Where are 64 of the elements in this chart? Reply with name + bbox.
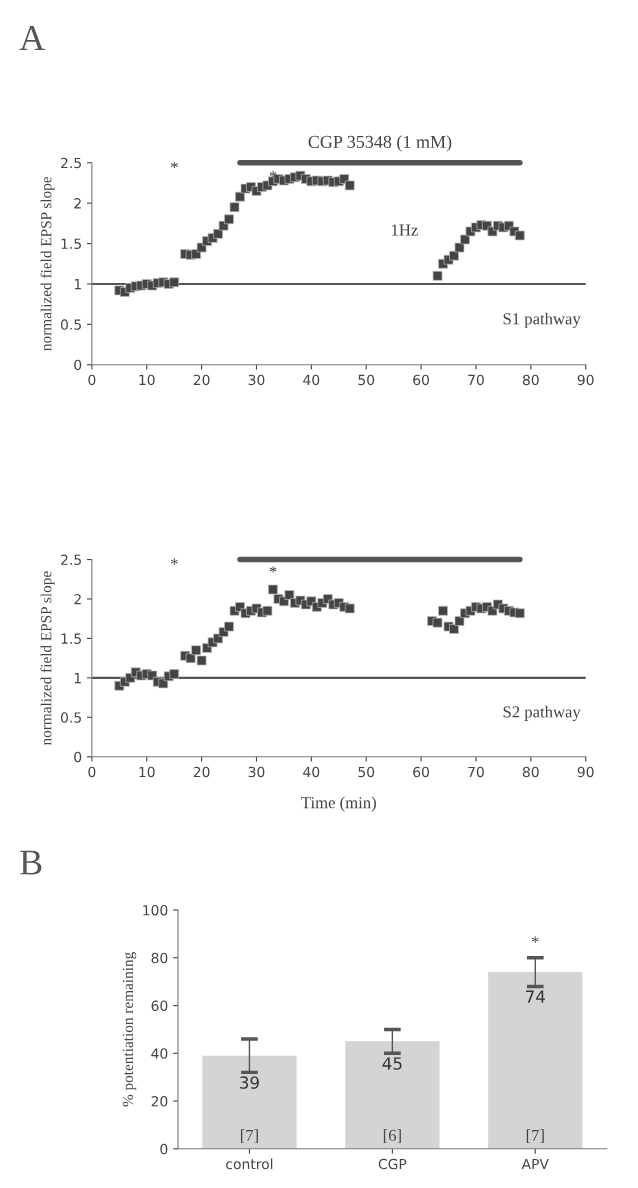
y-tick-label: 2 bbox=[74, 593, 81, 605]
annotation: [6] bbox=[383, 1129, 401, 1144]
chart-title: A bbox=[19, 26, 45, 50]
x-tick-label: 10 bbox=[139, 374, 155, 386]
y-tick-label: 0.5 bbox=[60, 712, 81, 723]
annotation: S2 pathway bbox=[503, 705, 581, 721]
y-axis-title: normalized field EPSP slope bbox=[40, 571, 55, 746]
x-tick-label: 80 bbox=[522, 766, 539, 778]
annotation: S1 pathway bbox=[503, 312, 581, 328]
chart-title: B bbox=[20, 850, 42, 875]
annotation: [7] bbox=[526, 1129, 544, 1144]
x-tick-label: 80 bbox=[522, 374, 539, 386]
x-tick-label: 90 bbox=[577, 374, 594, 386]
annotation: * bbox=[170, 161, 178, 169]
x-tick-label: 50 bbox=[358, 374, 375, 386]
y-tick-label: 0.5 bbox=[60, 319, 81, 330]
y-tick-label: 80 bbox=[151, 952, 168, 964]
bar bbox=[488, 972, 583, 1149]
x-tick-label: 30 bbox=[248, 374, 265, 386]
y-tick-label: 1 bbox=[74, 279, 81, 290]
x-tick-label: 40 bbox=[303, 374, 320, 386]
y-tick-label: 0 bbox=[160, 1143, 168, 1155]
y-tick-label: 40 bbox=[151, 1048, 168, 1059]
x-tick-label: 70 bbox=[468, 374, 484, 386]
data-label: 45 bbox=[382, 1057, 402, 1070]
x-tick-label: 10 bbox=[139, 766, 155, 778]
x-tick-label: 20 bbox=[193, 766, 210, 778]
y-tick-label: 0 bbox=[74, 751, 82, 763]
x-tick-label: 0 bbox=[88, 766, 96, 778]
y-axis-title: % potentiation remaining bbox=[122, 952, 137, 1107]
x-tick-label: 90 bbox=[577, 766, 594, 778]
y-tick-label: 2.5 bbox=[61, 554, 81, 566]
y-tick-label: 100 bbox=[143, 904, 168, 916]
x-tick-label: 40 bbox=[303, 766, 320, 778]
x-tick-label: CGP bbox=[378, 1158, 407, 1170]
annotation: [7] bbox=[240, 1129, 258, 1144]
y-tick-label: 20 bbox=[151, 1096, 168, 1107]
annotation: * bbox=[269, 566, 277, 573]
x-tick-label: 20 bbox=[193, 374, 210, 386]
x-tick-label: 70 bbox=[468, 766, 484, 778]
y-tick-label: 1.5 bbox=[61, 633, 81, 644]
annotation: CGP 35348 (1 mM) bbox=[308, 135, 452, 152]
y-tick-label: 60 bbox=[151, 1000, 168, 1011]
data-label: 39 bbox=[240, 1076, 259, 1089]
x-tick-label: APV bbox=[521, 1158, 549, 1170]
x-tick-label: 60 bbox=[413, 766, 429, 778]
x-tick-label: 0 bbox=[88, 374, 96, 386]
y-tick-label: 1.5 bbox=[61, 238, 81, 250]
x-axis-title: Time (min) bbox=[301, 796, 376, 812]
annotation: * bbox=[531, 936, 539, 943]
x-tick-label: 60 bbox=[413, 374, 429, 386]
annotation: * bbox=[170, 558, 178, 565]
y-tick-label: 2 bbox=[74, 198, 81, 209]
y-axis-title: normalized field EPSP slope bbox=[40, 176, 55, 351]
x-tick-label: 50 bbox=[358, 766, 375, 778]
x-tick-label: control bbox=[226, 1158, 273, 1170]
y-tick-label: 2.5 bbox=[61, 157, 81, 169]
annotation: 1Hz bbox=[392, 224, 418, 236]
x-tick-label: 30 bbox=[248, 766, 265, 778]
data-label: 74 bbox=[526, 990, 545, 1003]
bar bbox=[345, 1041, 440, 1149]
bar bbox=[202, 1055, 297, 1149]
y-tick-label: 1 bbox=[74, 673, 81, 684]
y-tick-label: 0 bbox=[74, 359, 82, 371]
